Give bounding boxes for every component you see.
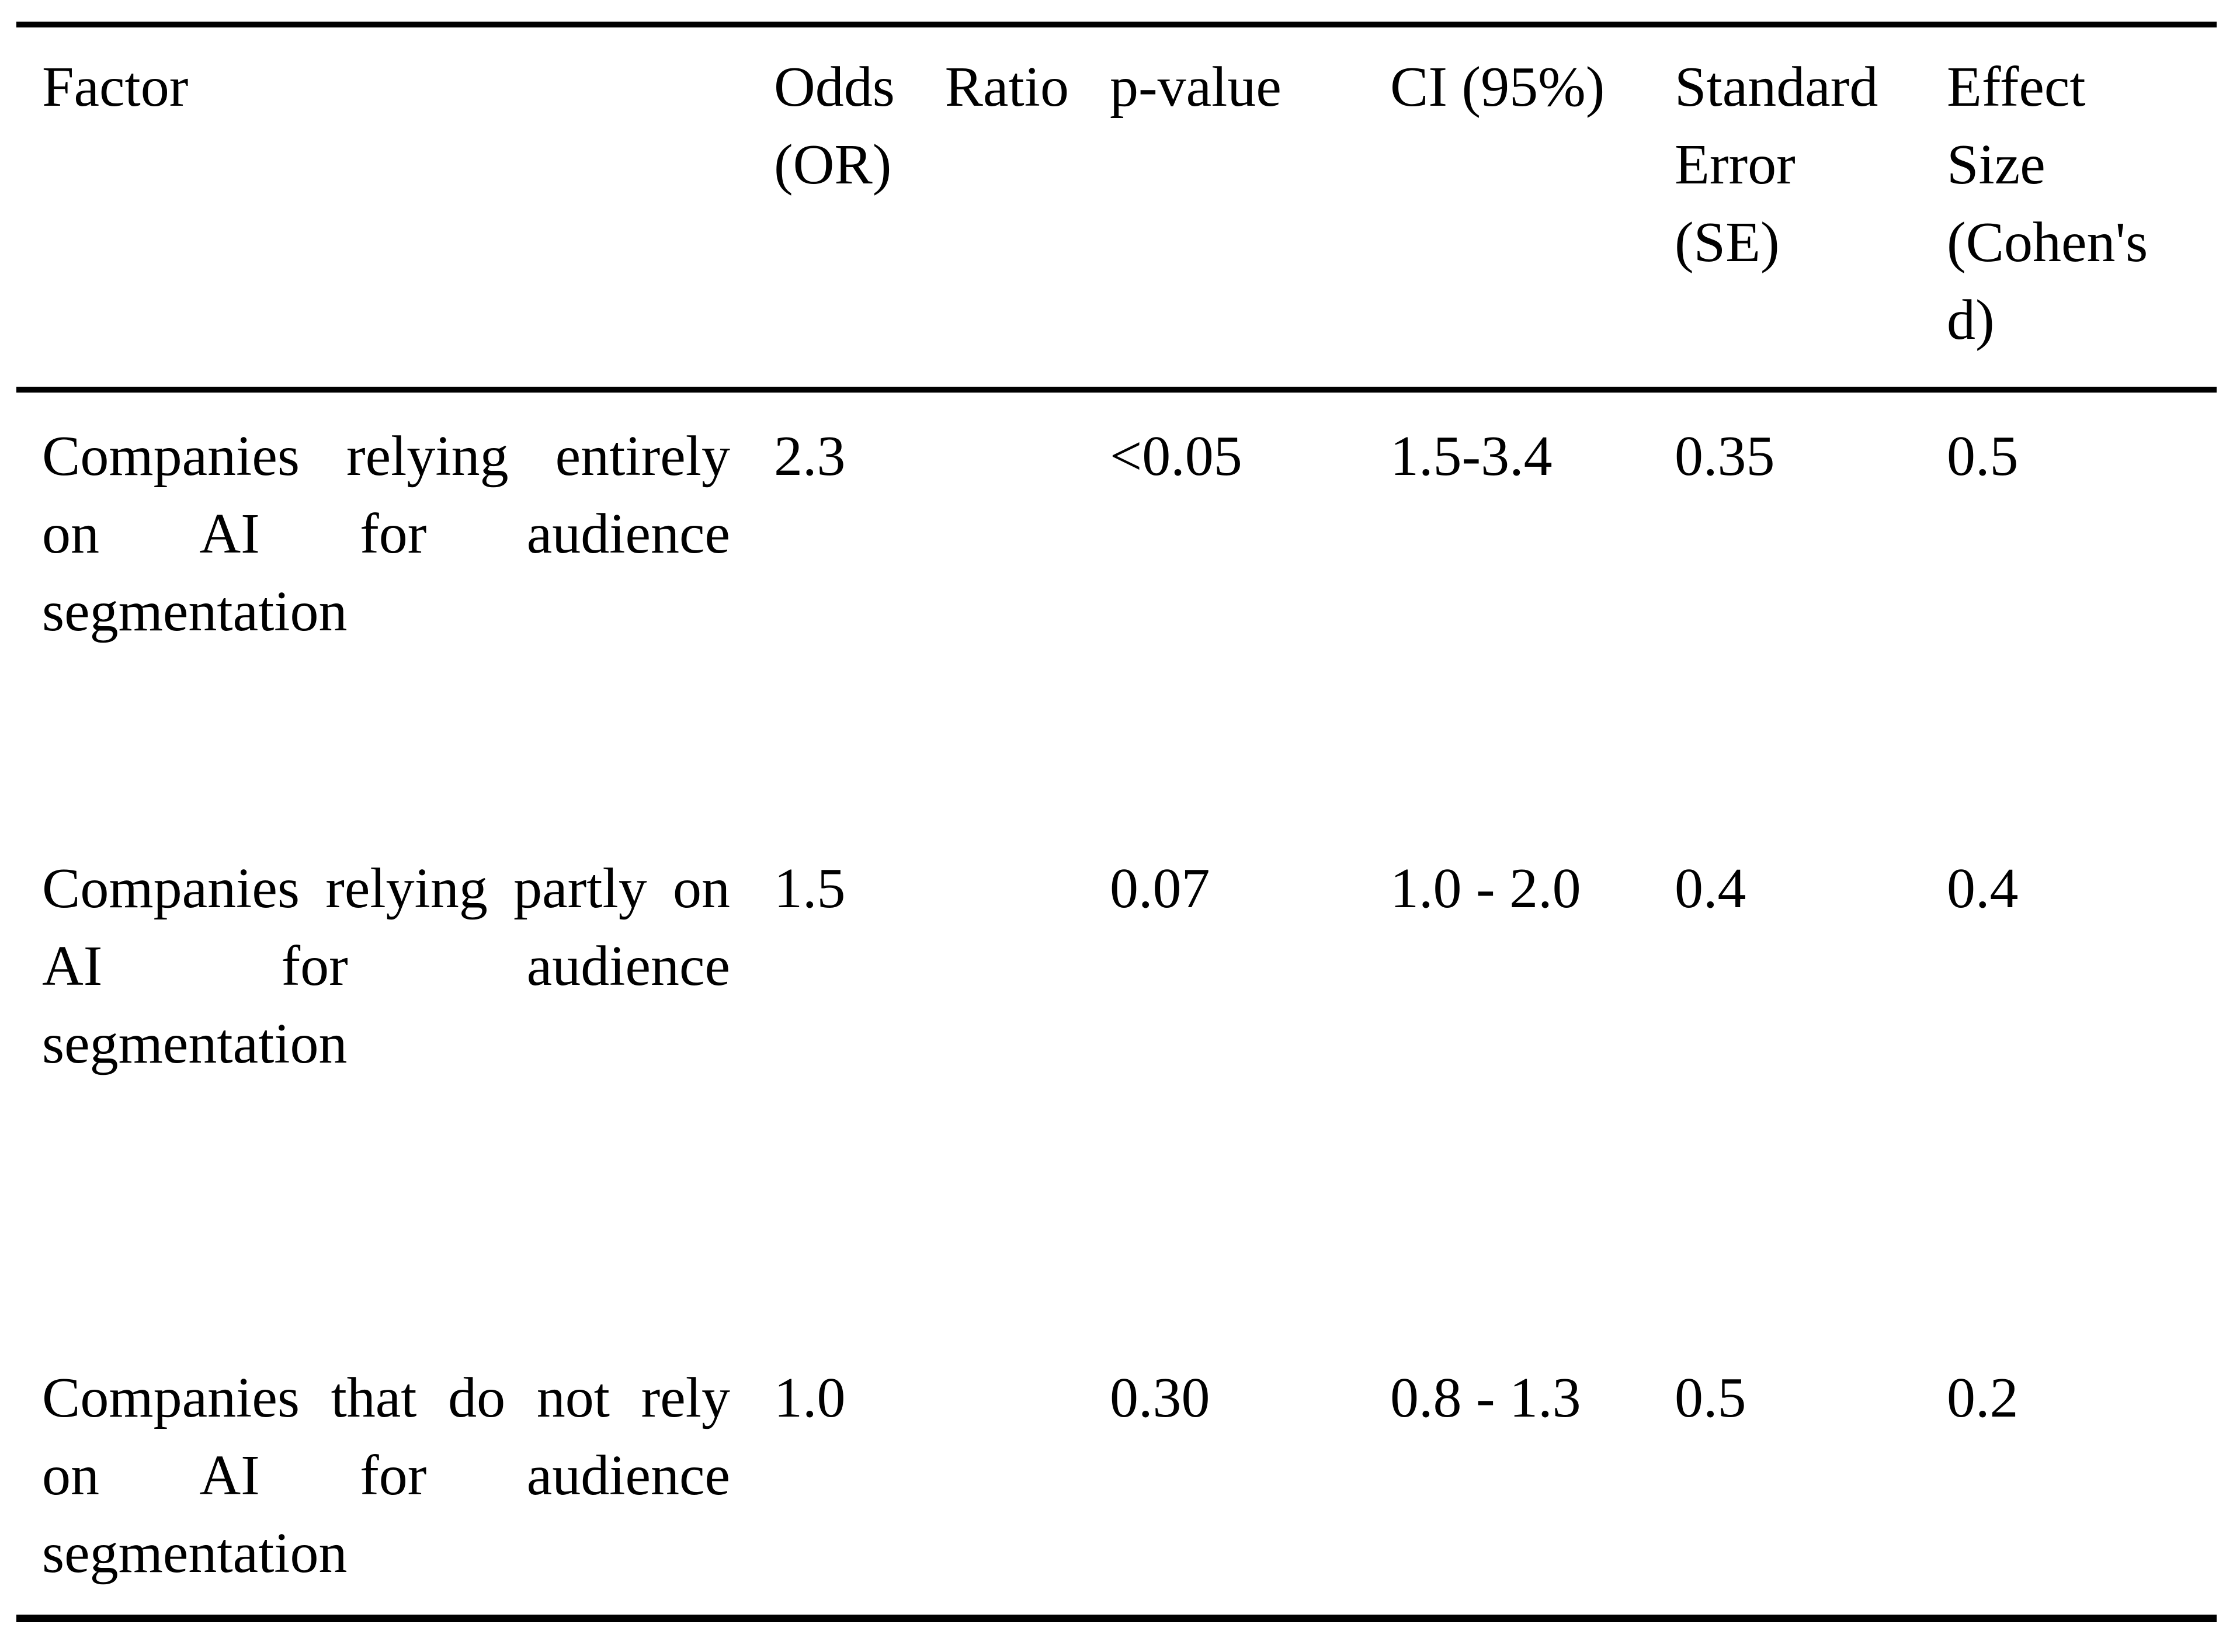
header-cell-standard-error: Standard Error (SE): [1675, 48, 1920, 282]
factor-word: Companies: [42, 425, 300, 488]
row2-factor-cell: Companies relying partly on AI for audie…: [42, 850, 730, 1083]
header-cell-ci: CI (95%): [1390, 48, 1656, 126]
factor-word: AI: [42, 935, 103, 998]
header-effect-line: d): [1947, 289, 1995, 352]
se-value: 0.5: [1675, 1366, 1746, 1429]
factor-word: that: [331, 1366, 417, 1429]
header-ci-label: CI (95%): [1390, 55, 1605, 119]
factor-word: AI: [199, 502, 260, 565]
row3-factor-line2: on AI for audience: [42, 1437, 730, 1515]
effect-size-value: 0.5: [1947, 425, 2019, 488]
factor-word: do: [448, 1366, 506, 1429]
row3-effect-size-cell: 0.2: [1947, 1359, 2215, 1437]
factor-word: audience: [526, 502, 730, 565]
factor-word: not: [536, 1366, 610, 1429]
factor-word: entirely: [555, 425, 730, 488]
factor-word: on: [42, 1444, 99, 1507]
row3-se-cell: 0.5: [1675, 1359, 1920, 1437]
table-header-rule: [16, 387, 2217, 393]
row2-effect-size-cell: 0.4: [1947, 850, 2215, 928]
row2-factor-line3: segmentation: [42, 1012, 348, 1075]
header-word: Odds: [774, 55, 895, 119]
ci-value: 1.0 - 2.0: [1390, 857, 1581, 920]
ci-value: 0.8 - 1.3: [1390, 1366, 1581, 1429]
p-value: 0.30: [1110, 1366, 1210, 1429]
p-value: <0.05: [1110, 425, 1242, 488]
se-value: 0.35: [1675, 425, 1775, 488]
table-top-rule: [16, 22, 2217, 27]
factor-word: audience: [526, 935, 730, 998]
odds-ratio-value: 2.3: [774, 425, 846, 488]
row1-factor-cell: Companies relying entirely on AI for aud…: [42, 418, 730, 651]
row2-ci-cell: 1.0 - 2.0: [1390, 850, 1656, 928]
header-p-value-label: p-value: [1110, 55, 1282, 119]
factor-word: on: [672, 857, 730, 920]
header-effect-line: Effect: [1947, 55, 2086, 119]
header-cell-p-value: p-value: [1110, 48, 1355, 126]
factor-word: AI: [199, 1444, 260, 1507]
ci-value: 1.5-3.4: [1390, 425, 1553, 488]
row1-p-value-cell: <0.05: [1110, 418, 1355, 495]
row1-factor-line2: on AI for audience: [42, 495, 730, 573]
factor-word: Companies: [42, 1366, 300, 1429]
table-bottom-rule: [16, 1615, 2217, 1622]
header-cell-effect-size: Effect Size (Cohen's d): [1947, 48, 2215, 359]
header-cell-factor: Factor: [42, 48, 730, 126]
header-effect-line: Size: [1947, 133, 2046, 196]
factor-word: relying: [346, 425, 509, 488]
factor-word: audience: [526, 1444, 730, 1507]
row1-factor-line1: Companies relying entirely: [42, 418, 730, 495]
header-word: Ratio: [944, 55, 1069, 119]
row1-ci-cell: 1.5-3.4: [1390, 418, 1656, 495]
header-factor-label: Factor: [42, 55, 189, 119]
se-value: 0.4: [1675, 857, 1746, 920]
factor-word: Companies: [42, 857, 300, 920]
factor-word: rely: [641, 1366, 730, 1429]
row3-factor-line1: Companies that do not rely: [42, 1359, 730, 1437]
row2-p-value-cell: 0.07: [1110, 850, 1355, 928]
header-cell-odds-ratio: Odds Ratio (OR): [774, 48, 1069, 204]
row2-odds-ratio-cell: 1.5: [774, 850, 1069, 928]
factor-word: partly: [513, 857, 647, 920]
factor-word: for: [360, 1444, 427, 1507]
row1-se-cell: 0.35: [1675, 418, 1920, 495]
p-value: 0.07: [1110, 857, 1210, 920]
factor-word: relying: [325, 857, 488, 920]
row3-p-value-cell: 0.30: [1110, 1359, 1355, 1437]
row3-ci-cell: 0.8 - 1.3: [1390, 1359, 1656, 1437]
factor-word: for: [281, 935, 348, 998]
row1-factor-line3: segmentation: [42, 580, 348, 643]
row1-effect-size-cell: 0.5: [1947, 418, 2215, 495]
header-se-line: (SE): [1675, 211, 1780, 274]
row3-odds-ratio-cell: 1.0: [774, 1359, 1069, 1437]
row2-factor-line1: Companies relying partly on: [42, 850, 730, 928]
header-se-line: Standard: [1675, 55, 1878, 119]
row3-factor-cell: Companies that do not rely on AI for aud…: [42, 1359, 730, 1592]
row3-factor-line3: segmentation: [42, 1522, 348, 1585]
factor-word: on: [42, 502, 99, 565]
row2-factor-line2: AI for audience: [42, 928, 730, 1005]
odds-ratio-value: 1.0: [774, 1366, 846, 1429]
effect-size-value: 0.2: [1947, 1366, 2019, 1429]
row2-se-cell: 0.4: [1675, 850, 1920, 928]
factor-word: for: [360, 502, 427, 565]
header-odds-ratio-line1: Odds Ratio: [774, 48, 1069, 126]
header-odds-ratio-line2: (OR): [774, 133, 892, 196]
header-effect-line: (Cohen's: [1947, 211, 2148, 274]
odds-ratio-value: 1.5: [774, 857, 846, 920]
header-se-line: Error: [1675, 133, 1796, 196]
effect-size-value: 0.4: [1947, 857, 2019, 920]
row1-odds-ratio-cell: 2.3: [774, 418, 1069, 495]
